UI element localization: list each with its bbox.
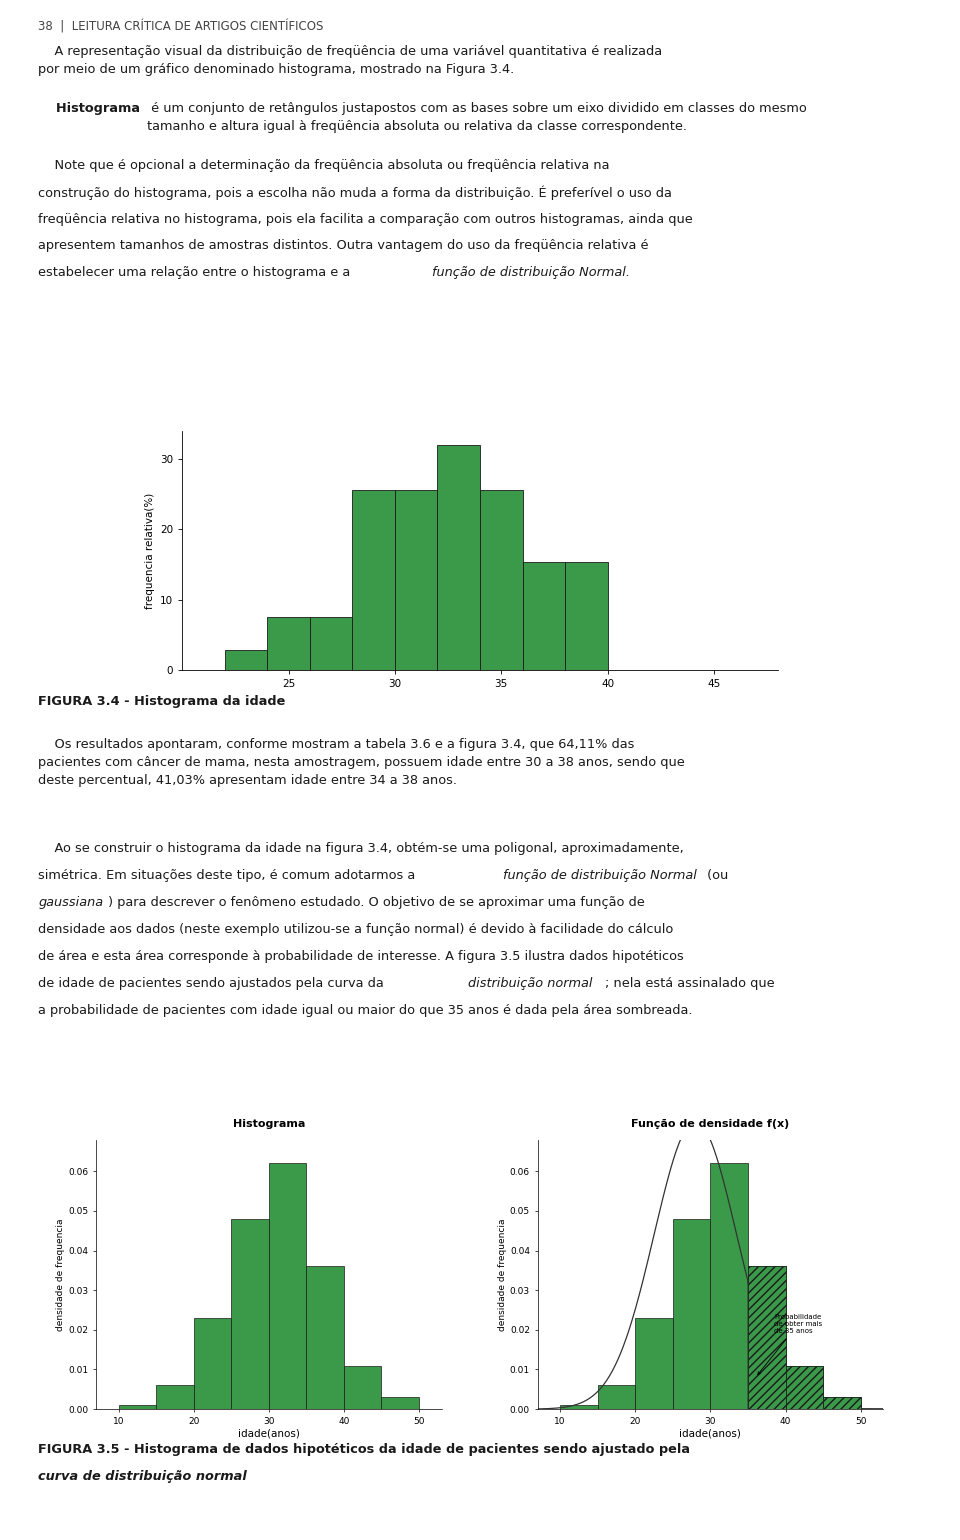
Bar — [352, 490, 395, 670]
Bar — [785, 1366, 823, 1409]
Bar — [480, 490, 522, 670]
Bar — [194, 1318, 231, 1409]
Bar — [306, 1266, 344, 1409]
Text: ; nela está assinalado que: ; nela está assinalado que — [605, 978, 775, 990]
Bar — [381, 1397, 420, 1409]
Bar — [310, 616, 352, 670]
Text: gaussiana: gaussiana — [38, 896, 104, 909]
Text: freqüência relativa no histograma, pois ela facilita a comparação com outros his: freqüência relativa no histograma, pois … — [38, 213, 693, 225]
Y-axis label: densidade de frequencia: densidade de frequencia — [57, 1218, 65, 1331]
Bar — [565, 562, 608, 670]
Bar — [823, 1397, 861, 1409]
Text: Histograma: Histograma — [38, 102, 140, 114]
Bar — [823, 1397, 861, 1409]
Text: FIGURA 3.4 - Histograma da idade: FIGURA 3.4 - Histograma da idade — [38, 695, 286, 707]
Text: estabelecer uma relação entre o histograma e a: estabelecer uma relação entre o histogra… — [38, 266, 355, 279]
Text: Função de densidade f(x): Função de densidade f(x) — [632, 1120, 789, 1129]
Bar — [785, 1366, 823, 1409]
Bar — [522, 562, 565, 670]
Bar — [748, 1266, 785, 1409]
Text: A representação visual da distribuição de freqüência de uma variável quantitativ: A representação visual da distribuição d… — [38, 45, 662, 75]
Bar — [748, 1266, 785, 1409]
Bar — [268, 616, 310, 670]
Bar — [710, 1163, 748, 1409]
Bar — [344, 1366, 381, 1409]
Bar — [395, 490, 438, 670]
Bar — [560, 1404, 598, 1409]
Bar — [225, 650, 268, 670]
Text: ) para descrever o fenômeno estudado. O objetivo de se aproximar uma função de: ) para descrever o fenômeno estudado. O … — [108, 896, 644, 909]
Text: Probabilidade
de obter mais
de 35 anos: Probabilidade de obter mais de 35 anos — [757, 1314, 823, 1375]
Bar — [156, 1386, 194, 1409]
Text: FIGURA 3.5 - Histograma de dados hipotéticos da idade de pacientes sendo ajustad: FIGURA 3.5 - Histograma de dados hipotét… — [38, 1443, 690, 1455]
Text: Os resultados apontaram, conforme mostram a tabela 3.6 e a figura 3.4, que 64,11: Os resultados apontaram, conforme mostra… — [38, 738, 685, 787]
X-axis label: idade(anos): idade(anos) — [238, 1429, 300, 1438]
Bar — [598, 1386, 636, 1409]
Bar — [231, 1218, 269, 1409]
Text: apresentem tamanhos de amostras distintos. Outra vantagem do uso da freqüência r: apresentem tamanhos de amostras distinto… — [38, 239, 649, 253]
Text: Histograma: Histograma — [232, 1120, 305, 1129]
Text: função de distribuição Normal.: função de distribuição Normal. — [432, 266, 630, 279]
Text: simétrica. Em situações deste tipo, é comum adotarmos a: simétrica. Em situações deste tipo, é co… — [38, 870, 420, 882]
Text: de idade de pacientes sendo ajustados pela curva da: de idade de pacientes sendo ajustados pe… — [38, 978, 388, 990]
Y-axis label: frequencia relativa(%): frequencia relativa(%) — [145, 493, 155, 608]
Text: (ou: (ou — [703, 870, 728, 882]
Text: Note que é opcional a determinação da freqüência absoluta ou freqüência relativa: Note que é opcional a determinação da fr… — [38, 159, 610, 171]
Bar — [118, 1404, 156, 1409]
Text: função de distribuição Normal: função de distribuição Normal — [503, 870, 697, 882]
Bar — [673, 1218, 710, 1409]
Y-axis label: densidade de frequencia: densidade de frequencia — [498, 1218, 507, 1331]
Text: é um conjunto de retângulos justapostos com as bases sobre um eixo dividido em c: é um conjunto de retângulos justapostos … — [147, 102, 806, 132]
Bar — [269, 1163, 306, 1409]
Text: a probabilidade de pacientes com idade igual ou maior do que 35 anos é dada pela: a probabilidade de pacientes com idade i… — [38, 1004, 693, 1016]
Bar — [636, 1318, 673, 1409]
Text: 38  |  LEITURA CRÍTICA DE ARTIGOS CIENTÍFICOS: 38 | LEITURA CRÍTICA DE ARTIGOS CIENTÍFI… — [38, 18, 324, 34]
Text: curva de distribuição normal: curva de distribuição normal — [38, 1469, 247, 1483]
Bar — [438, 445, 480, 670]
Text: distribuição normal: distribuição normal — [468, 978, 592, 990]
Text: densidade aos dados (neste exemplo utilizou-se a função normal) é devido à facil: densidade aos dados (neste exemplo utili… — [38, 924, 674, 936]
Text: de área e esta área corresponde à probabilidade de interesse. A figura 3.5 ilust: de área e esta área corresponde à probab… — [38, 950, 684, 962]
Text: construção do histograma, pois a escolha não muda a forma da distribuição. É pre: construção do histograma, pois a escolha… — [38, 185, 672, 200]
Text: Ao se construir o histograma da idade na figura 3.4, obtém-se uma poligonal, apr: Ao se construir o histograma da idade na… — [38, 842, 684, 855]
X-axis label: idade(anos): idade(anos) — [680, 1429, 741, 1438]
